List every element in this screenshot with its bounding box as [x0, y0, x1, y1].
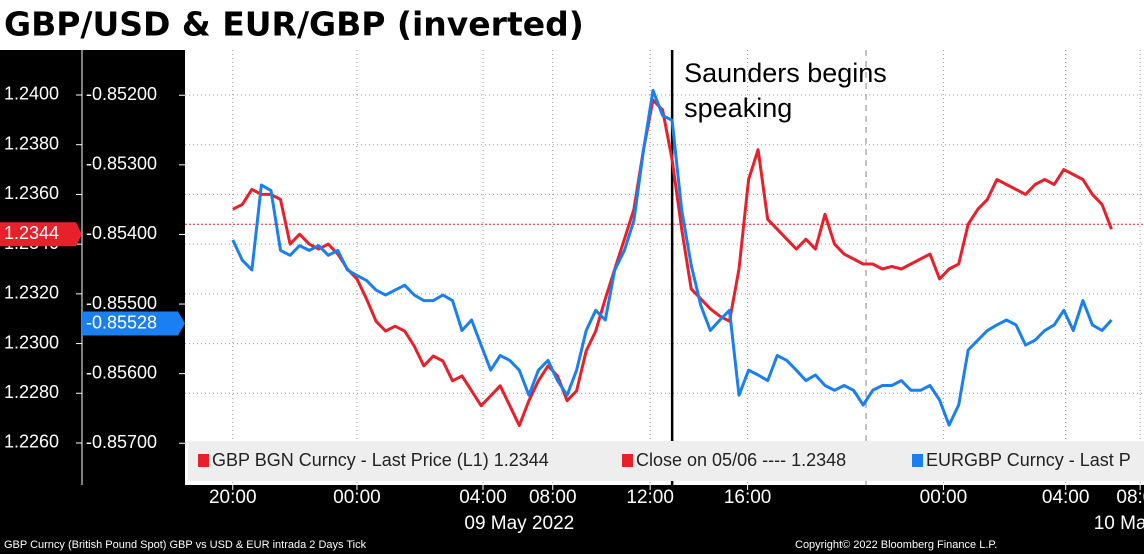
y-tick-label: 1.2360	[4, 183, 59, 203]
x-tick-label: 04:00	[1042, 487, 1090, 508]
last-value-badge	[0, 222, 82, 247]
y-tick-label: 1.2380	[4, 133, 59, 153]
x-tick-label: 08:00	[529, 487, 577, 508]
x-axis-panel	[185, 485, 1144, 554]
y-tick-label: 1.2300	[4, 332, 59, 352]
axes: 20:00 00:00 04:00 08:00 12:00 16:00 00:00 04:00…	[0, 50, 1144, 534]
date-label: 10 Ma	[1094, 513, 1144, 534]
x-tick-label: 12:00	[626, 487, 674, 508]
chart-title: GBP/USD & EUR/GBP (inverted)	[4, 5, 584, 44]
legend-label: GBP BGN Curncy - Last Price (L1) 1.2344	[212, 450, 549, 470]
last-value-badge	[82, 311, 185, 336]
x-tick-label: 04:00	[459, 487, 507, 508]
y2-tick-label: -0.85300	[86, 154, 157, 174]
y2-tick-label: -0.85400	[86, 223, 157, 243]
y2-tick-label: -0.85200	[86, 84, 157, 104]
footer-copyright: Copyright© 2022 Bloomberg Finance L.P.	[795, 539, 997, 551]
y-tick-label: 1.2280	[4, 382, 59, 402]
y2-tick-label: -0.85500	[86, 293, 157, 313]
legend-box	[188, 441, 1144, 481]
y-tick-label: 1.2400	[4, 84, 59, 104]
series-line	[231, 88, 1113, 427]
x-tick-label: 20:00	[209, 487, 257, 508]
x-tick-label: 00:00	[920, 487, 968, 508]
plot: Saunders begins speaking GBP BGN Curncy - …	[185, 50, 1144, 485]
last-value-label: -0.85528	[86, 312, 157, 332]
annotation-label: speaking	[684, 93, 792, 123]
legend-swatch	[622, 454, 633, 467]
series-line	[232, 98, 1113, 428]
x-tick-label: 16:00	[724, 487, 772, 508]
legend-label: Close on 05/06 ---- 1.2348	[636, 450, 846, 470]
legend-label: EURGBP Curncy - Last P	[926, 450, 1131, 470]
title-band	[0, 0, 1144, 50]
x-tick-label: 00:00	[333, 487, 381, 508]
legend-swatch	[198, 454, 209, 467]
y2-tick-label: -0.85700	[86, 432, 157, 452]
y2-tick-label: -0.85600	[86, 362, 157, 382]
y-tick-label: 1.2260	[4, 432, 59, 452]
y-tick-label: 1.2320	[4, 283, 59, 303]
x-tick-label: 08:00	[1116, 487, 1144, 508]
annotation-label: Saunders begins	[684, 58, 887, 88]
date-label: 09 May 2022	[464, 513, 574, 534]
legend-swatch	[912, 454, 923, 467]
axis-panel	[0, 50, 185, 554]
last-value-label: 1.2344	[4, 223, 59, 243]
footer-source: GBP Curncy (British Pound Spot) GBP vs U…	[4, 539, 367, 551]
